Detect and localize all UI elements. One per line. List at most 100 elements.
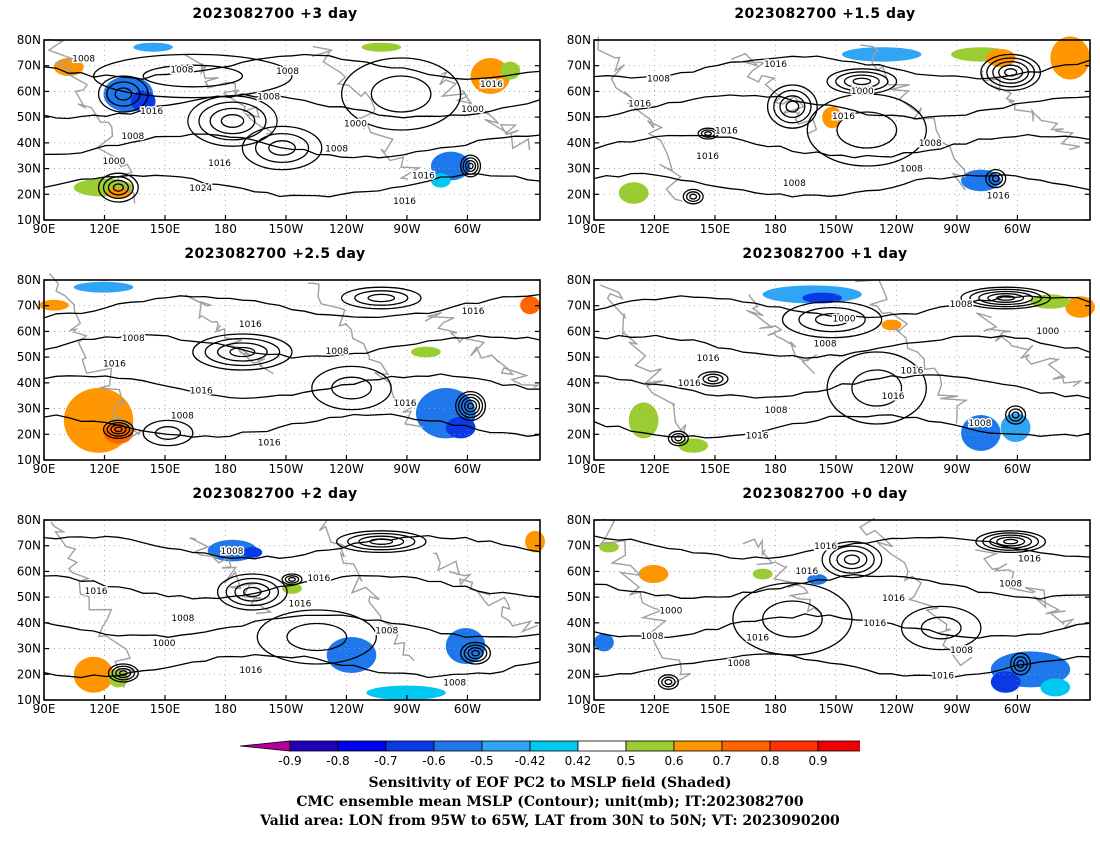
contour-label: 1016 [412, 172, 435, 182]
plot-frame [43, 519, 541, 701]
contour-line [664, 678, 673, 686]
contour-line [43, 53, 541, 80]
sensitivity-shading [1040, 678, 1071, 697]
contour-line [836, 111, 898, 149]
contour-line [43, 333, 541, 359]
colorbar-segment [289, 740, 339, 752]
contour-line [311, 365, 392, 411]
sensitivity-shading [53, 58, 84, 76]
sensitivity-shading [1050, 36, 1090, 80]
contour-label: 1016 [746, 634, 769, 644]
lat-tick-label: 10N [17, 693, 41, 707]
contour-label: 1016 [696, 152, 719, 162]
contour-line [835, 71, 889, 92]
contour-label: 1008 [443, 679, 466, 689]
lon-tick-label: 180 [214, 462, 237, 476]
lat-tick-label: 40N [17, 136, 41, 150]
lat-tick-label: 20N [17, 667, 41, 681]
colorbar-segment [817, 740, 860, 752]
lat-tick-label: 50N [567, 110, 591, 124]
contour-label: 1008 [170, 65, 193, 75]
contour-label: 1008 [814, 340, 837, 350]
sensitivity-shading [628, 402, 659, 439]
contour-line [225, 577, 280, 607]
contour-line [256, 609, 377, 665]
lon-tick-label: 180 [214, 702, 237, 716]
mslp-contours [593, 286, 1091, 447]
contour-line [843, 74, 880, 89]
contour-label: 1016 [258, 439, 281, 449]
contour-line [340, 286, 422, 310]
contour-label: 1008 [171, 412, 194, 422]
contour-label: 1016 [208, 159, 231, 169]
contour-line [281, 573, 303, 586]
contour-label: 1008 [999, 580, 1022, 590]
contour-label: 1016 [882, 392, 905, 402]
colorbar-label: 0.7 [712, 754, 731, 768]
contour-label: 1016 [814, 542, 837, 552]
colorbar-label: -0.6 [422, 754, 445, 768]
lat-tick-label: 10N [17, 213, 41, 227]
contour-line [900, 605, 982, 651]
contour-line [107, 663, 139, 683]
colorbar-segment [577, 740, 627, 752]
sensitivity-shading [881, 319, 902, 331]
contour-line [761, 600, 823, 638]
colorbar-label: -0.42 [514, 754, 545, 768]
lat-tick-label: 50N [567, 590, 591, 604]
lat-tick-label: 30N [567, 402, 591, 416]
contour-line [1003, 538, 1019, 545]
caption-line-1: Sensitivity of EOF PC2 to MSLP field (Sh… [368, 775, 732, 791]
contour-label: 1008 [968, 419, 991, 429]
colorbar-label: 0.6 [664, 754, 683, 768]
panel-1: 2023082700 +3 day 1008 1016 1016 1008 1000 10… [0, 0, 550, 240]
contour-label: 1000 [102, 157, 125, 167]
contour-label: 1016 [900, 367, 923, 377]
contour-label: 1008 [375, 626, 398, 636]
colorbar-segment [337, 740, 387, 752]
contour-label: 1008 [765, 406, 788, 416]
contour-line [241, 125, 323, 171]
lat-tick-label: 70N [17, 59, 41, 73]
plot-frame [43, 39, 541, 221]
contour-label: 1008 [122, 334, 145, 344]
lat-tick-label: 80N [17, 513, 41, 527]
contour-line [814, 312, 850, 327]
contour-line [593, 374, 1091, 400]
lon-tick-label: 150W [269, 462, 304, 476]
contour-label: 1016 [307, 574, 330, 584]
caption-block: Sensitivity of EOF PC2 to MSLP field (Sh… [0, 774, 1100, 831]
lat-tick-label: 70N [567, 59, 591, 73]
contour-line [593, 535, 1091, 560]
lat-tick-label: 40N [567, 376, 591, 390]
contour-label: 1016 [394, 399, 417, 409]
contour-line [996, 536, 1026, 547]
lat-tick-label: 70N [17, 539, 41, 553]
lat-tick-label: 40N [17, 376, 41, 390]
colorbar-label: 0.5 [616, 754, 635, 768]
contour-label: 1016 [140, 107, 163, 117]
contour-label: 1000 [461, 105, 484, 115]
lon-tick-label: 150W [269, 702, 304, 716]
contour-line [920, 616, 962, 640]
lat-tick-label: 80N [17, 273, 41, 287]
colorbar-arrow-left [240, 740, 291, 752]
panel-3: 2023082700 +2.5 day 1008 1016 1016 1008 1016… [0, 240, 550, 480]
contour-line [458, 393, 484, 419]
contour-line [987, 293, 1025, 303]
contour-label: 1016 [795, 567, 818, 577]
lon-tick-label: 150E [700, 462, 731, 476]
contour-line [593, 94, 1091, 120]
lon-tick-label: 120E [89, 702, 120, 716]
contour-label: 1016 [697, 354, 720, 364]
contour-line [466, 402, 475, 410]
panel-title: 2023082700 +0 day [742, 486, 908, 502]
contour-label: 1016 [715, 127, 738, 137]
lon-tick-label: 120W [329, 222, 364, 236]
contour-line [455, 390, 487, 422]
panel-4: 2023082700 +1 day 1016 1008 1000 1016 1008 10… [550, 240, 1100, 480]
colorbar-segment [673, 740, 723, 752]
contour-line [220, 114, 245, 128]
lat-tick-label: 70N [17, 299, 41, 313]
colorbar-label: 0.8 [760, 754, 779, 768]
